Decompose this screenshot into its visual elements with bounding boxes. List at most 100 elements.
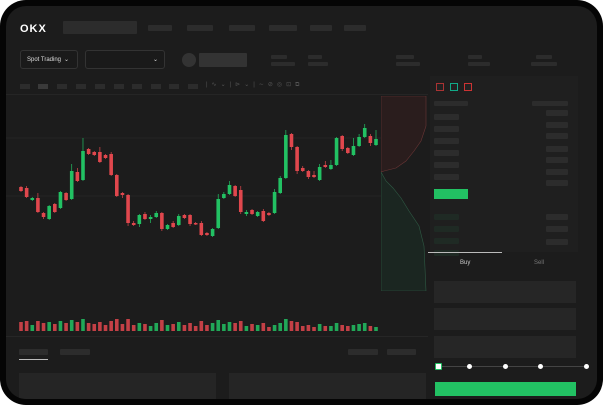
ob-price: [434, 138, 459, 144]
stat-label: [308, 55, 322, 59]
amount-input[interactable]: [434, 308, 576, 330]
nav-item[interactable]: [310, 25, 332, 31]
candle: [92, 151, 97, 156]
interval-button[interactable]: [95, 84, 105, 89]
ob-amount: [546, 157, 568, 163]
volume-bar: [188, 323, 192, 331]
candle-body: [137, 215, 142, 224]
candlestick-chart[interactable]: [6, 96, 428, 336]
orderbook-bids-icon[interactable]: [450, 83, 458, 91]
nav-item[interactable]: [229, 25, 255, 31]
nav-item[interactable]: [187, 25, 213, 31]
last-price[interactable]: [434, 189, 468, 199]
candle: [103, 154, 108, 159]
candle-body: [19, 187, 23, 191]
bid-depth-area: [380, 170, 427, 292]
candle: [368, 134, 373, 146]
volume-bar: [41, 323, 46, 331]
chart-toolbar: |∿⌄|⊳⌄|∼⊘◎⊡⧉: [6, 76, 428, 95]
candle-body: [69, 171, 74, 199]
amount-slider[interactable]: [438, 366, 588, 367]
volume-bar: [126, 319, 130, 331]
candle-body: [210, 229, 215, 236]
slider-handle[interactable]: [435, 363, 442, 370]
volume-bar: [323, 326, 328, 331]
nav-item[interactable]: [269, 25, 297, 31]
volume-bar: [374, 327, 378, 331]
interval-button[interactable]: [57, 84, 67, 89]
interval-button[interactable]: [132, 84, 142, 89]
volume-bar: [278, 323, 283, 331]
bottom-divider: [6, 336, 428, 337]
tab-buy[interactable]: Buy: [460, 260, 471, 266]
candle-body: [64, 193, 68, 200]
tab-order-history[interactable]: [60, 349, 90, 355]
volume-bar: [210, 323, 215, 331]
ob-amount: [546, 146, 568, 152]
slider-stop-100[interactable]: [584, 364, 589, 369]
candle: [193, 222, 198, 225]
candle: [261, 209, 266, 222]
orderbook-asks-icon[interactable]: [464, 83, 472, 91]
candle-body: [289, 134, 294, 147]
slider-stop-50[interactable]: [503, 364, 508, 369]
tab-sell[interactable]: Sell: [534, 260, 545, 266]
interval-button[interactable]: [151, 84, 161, 89]
candle: [267, 212, 271, 216]
chart-tools-icons[interactable]: |∿⌄|⊳⌄|∼⊘◎⊡⧉: [206, 82, 304, 88]
candle-body: [114, 175, 119, 196]
interval-button[interactable]: [76, 84, 86, 89]
candle: [278, 176, 283, 194]
tab-open-orders[interactable]: [19, 349, 48, 355]
candle-body: [362, 128, 367, 137]
buy-button[interactable]: [435, 382, 576, 396]
candle: [160, 212, 164, 231]
volume-bar: [98, 322, 102, 331]
candle: [295, 146, 299, 174]
candle: [143, 212, 147, 220]
market-selector[interactable]: Spot Trading ⌄: [20, 50, 78, 69]
slider-stop-25[interactable]: [467, 364, 472, 369]
candle: [120, 192, 125, 198]
candle: [109, 152, 113, 176]
stat-value: [396, 62, 420, 66]
interval-button[interactable]: [20, 84, 30, 89]
stat-value: [468, 62, 490, 66]
nav-item[interactable]: [148, 25, 172, 31]
coin-icon: [182, 53, 196, 67]
candle: [357, 134, 361, 147]
volume-bar: [109, 321, 113, 331]
candle-body: [244, 212, 249, 214]
volume-bar: [36, 321, 40, 331]
nav-item[interactable]: [344, 25, 366, 31]
bottom-card: [229, 373, 426, 399]
interval-button[interactable]: [188, 84, 198, 89]
pair-selector[interactable]: ⌄: [85, 50, 165, 69]
price-value: [199, 53, 247, 67]
buy-tab-indicator: [428, 252, 502, 253]
slider-stop-75[interactable]: [538, 364, 543, 369]
okx-logo: OKX: [20, 23, 47, 35]
total-input[interactable]: [434, 336, 576, 358]
volume-bar: [267, 327, 271, 331]
candle: [351, 138, 356, 156]
interval-button[interactable]: [114, 84, 124, 89]
depth-chart: [380, 95, 428, 292]
ob-amount: [546, 226, 568, 232]
filter-button[interactable]: [348, 349, 378, 355]
price-input[interactable]: [434, 281, 576, 303]
volume-bar: [368, 326, 373, 331]
orderbook-both-icon[interactable]: [436, 83, 444, 91]
candle: [312, 171, 316, 178]
interval-button[interactable]: [38, 84, 48, 89]
interval-button[interactable]: [169, 84, 179, 89]
candle: [346, 147, 350, 154]
search-bar[interactable]: [63, 21, 137, 34]
candle-body: [199, 223, 204, 235]
filter-button[interactable]: [387, 349, 416, 355]
volume-bar: [272, 325, 277, 331]
volume-bar: [250, 324, 254, 331]
candle-body: [126, 195, 130, 223]
stat-label: [396, 55, 414, 59]
